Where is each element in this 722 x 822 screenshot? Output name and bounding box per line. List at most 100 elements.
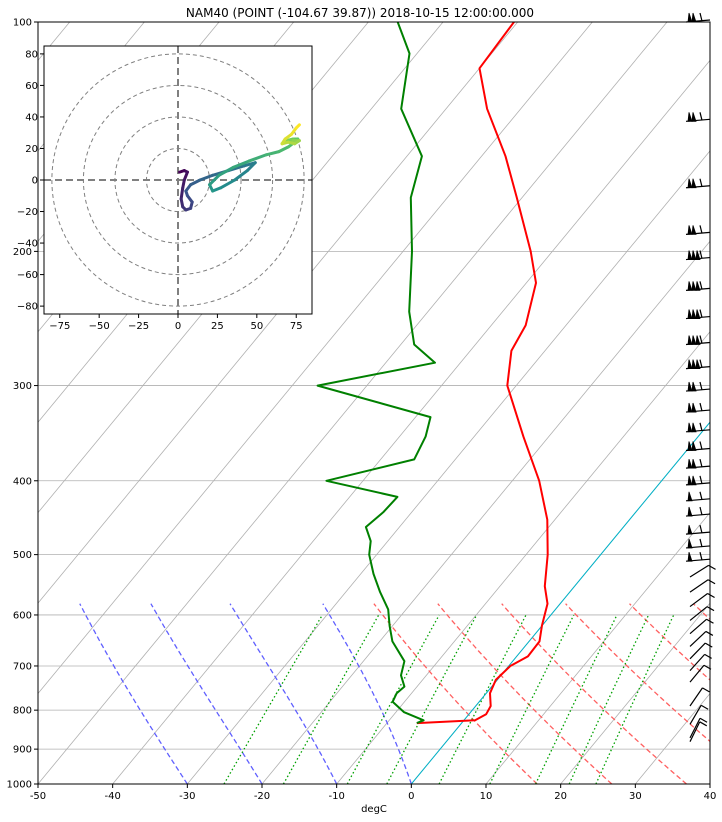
isotherm-line (38, 22, 593, 695)
y-tick-label: 800 (13, 706, 32, 717)
wind-barb (685, 552, 711, 562)
y-tick-label: 400 (13, 476, 32, 487)
x-tick-label: -40 (104, 791, 120, 802)
moist-adiabat-line (229, 603, 338, 784)
wind-barb (685, 524, 711, 535)
x-tick-label: -10 (328, 791, 344, 802)
mixing-ratio-line (535, 614, 618, 784)
zero-isotherm-line (410, 421, 710, 784)
mixing-ratio-line (438, 614, 527, 784)
y-tick-label: 100 (13, 18, 32, 29)
hodograph-segment (264, 150, 281, 157)
isotherm-line (560, 602, 710, 784)
x-tick-label: 30 (629, 791, 642, 802)
dry-adiabat-line (437, 603, 613, 784)
hodograph-x-tick-label: 25 (211, 321, 224, 332)
wind-barb (689, 606, 715, 621)
wind-barb (689, 630, 714, 647)
chart-title: NAM40 (POINT (-104.67 39.87)) 2018-10-15… (186, 6, 534, 20)
hodograph-y-tick-label: −40 (17, 239, 38, 250)
wind-barb (689, 721, 708, 742)
hodograph-y-tick-label: 0 (32, 176, 38, 187)
hodograph-inset: −75 −50 −25 0 25 50 75 80 60 40 20 0 −20 −40 −60 −80 (17, 45, 313, 332)
y-tick-label: 700 (13, 661, 32, 672)
hodograph-y-tick-label: 80 (25, 49, 38, 60)
hodograph-y-tick-label: 60 (25, 81, 38, 92)
isotherm-line (38, 22, 145, 152)
range-ring (51, 53, 305, 307)
wind-barb (685, 538, 711, 549)
dewpoint-profile-line (316, 22, 436, 725)
isotherm-line (485, 512, 710, 784)
x-tick-label: 10 (480, 791, 493, 802)
isotherm-line (261, 240, 710, 784)
hodograph-segment (277, 145, 290, 154)
wind-barb (685, 178, 711, 189)
x-tick-label: -50 (30, 791, 46, 802)
wind-barbs (685, 12, 716, 742)
x-tick-label: 0 (408, 791, 414, 802)
wind-barb (685, 491, 711, 502)
y-tick-label: 900 (13, 745, 32, 756)
wind-barb (689, 592, 715, 608)
wind-barb (685, 422, 711, 433)
skewt-plot-frame (37, 21, 711, 785)
y-tick-label: 600 (13, 610, 32, 621)
wind-barb (685, 112, 711, 122)
x-tick-label: 20 (554, 791, 567, 802)
hodograph-x-tick-label: 50 (250, 321, 263, 332)
hodograph-segment (189, 178, 202, 187)
isotherm-line (38, 22, 519, 604)
wind-barb (689, 564, 716, 578)
hodograph-segment (245, 161, 257, 173)
hodograph-x-tick-label: 0 (175, 321, 181, 332)
wind-barb (685, 250, 711, 261)
wind-barb (689, 717, 708, 739)
temperature-profile-line (416, 22, 549, 725)
moist-adiabat-line (79, 603, 188, 784)
y-tick-label: 1000 (7, 780, 32, 791)
y-tick-label: 300 (13, 381, 32, 392)
isotherm-line (187, 150, 710, 784)
mixing-ratio-line (595, 614, 675, 784)
wind-barb (685, 402, 711, 413)
hodograph-axis-ticks: −75 −50 −25 0 25 50 75 80 60 40 20 0 −20 −40 −60 −80 (17, 49, 303, 332)
skewt-grid (38, 22, 710, 784)
isotherm-line (112, 59, 710, 784)
hodograph-x-tick-label: 75 (290, 321, 303, 332)
mixing-ratio-line (568, 614, 650, 784)
isotherm-line (38, 22, 668, 784)
wind-barb (685, 506, 711, 517)
x-axis-label: degC (361, 804, 387, 815)
hodograph-x-tick-label: −25 (128, 321, 149, 332)
y-tick-label: 500 (13, 550, 32, 561)
hodograph-y-tick-label: −60 (17, 270, 38, 281)
hodograph-segment (247, 153, 268, 163)
wind-barb (689, 642, 713, 660)
hodograph-y-tick-label: 20 (25, 144, 38, 155)
hodograph-segment (233, 169, 249, 182)
wind-barb (685, 458, 711, 469)
wind-barb (685, 441, 711, 452)
wind-barb (685, 309, 711, 320)
hodograph-segment (179, 186, 185, 201)
wind-barb (689, 579, 716, 593)
wind-barb (685, 359, 711, 370)
moist-adiabat-line (150, 603, 263, 784)
hodograph-y-tick-label: 40 (25, 112, 38, 123)
hodograph-segment (208, 173, 221, 187)
skewt-axis-ticks: -50 -40 -30 -20 -10 0 10 20 30 401002003004005006… (7, 18, 717, 803)
wind-barb (685, 381, 711, 392)
hodograph-y-tick-label: −20 (17, 207, 38, 218)
wind-barb (685, 281, 711, 291)
wind-barb (685, 335, 711, 346)
mixing-ratio-line (282, 614, 380, 784)
hodograph-range-rings (44, 46, 312, 314)
mixing-ratio-line (489, 614, 575, 784)
isotherm-line (635, 692, 710, 784)
isotherm-line (38, 22, 444, 514)
y-tick-label: 200 (13, 247, 32, 258)
mixing-ratio-line (346, 614, 440, 784)
